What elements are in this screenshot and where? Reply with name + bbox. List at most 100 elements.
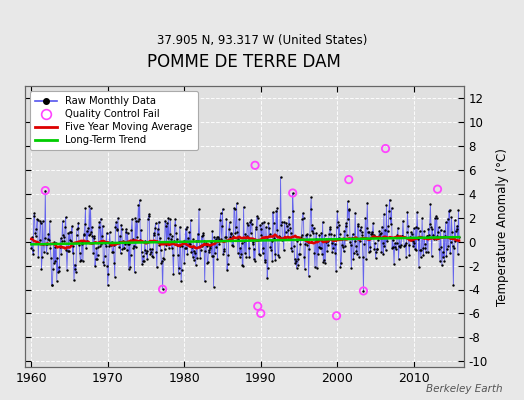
Point <box>240 238 248 244</box>
Point <box>116 250 125 256</box>
Point <box>425 220 434 227</box>
Point <box>58 238 66 244</box>
Point <box>163 235 172 241</box>
Point <box>423 233 431 240</box>
Point <box>77 256 85 263</box>
Point <box>324 242 333 248</box>
Point <box>147 248 155 255</box>
Point <box>356 227 365 233</box>
Point <box>81 205 90 212</box>
Point <box>113 226 121 232</box>
Point <box>41 187 49 194</box>
Point <box>97 240 106 247</box>
Point <box>132 218 140 224</box>
Point <box>30 210 39 216</box>
Point <box>130 269 139 276</box>
Point <box>86 230 94 237</box>
Point <box>345 176 353 183</box>
Point <box>123 247 131 254</box>
Point <box>348 235 356 241</box>
Point <box>134 218 142 224</box>
Point <box>32 226 40 232</box>
Point <box>315 232 324 238</box>
Point <box>210 284 218 290</box>
Point <box>372 249 380 256</box>
Point <box>162 242 171 248</box>
Point <box>345 207 354 213</box>
Point <box>64 247 73 254</box>
Point <box>196 247 205 254</box>
Point <box>363 224 371 231</box>
Point <box>372 255 380 261</box>
Point <box>185 229 193 235</box>
Point <box>285 221 293 227</box>
Point <box>254 303 262 310</box>
Point <box>402 229 411 236</box>
Point <box>75 242 83 248</box>
Point <box>301 241 310 247</box>
Point <box>134 202 143 209</box>
Point <box>286 225 294 231</box>
Point <box>180 260 189 266</box>
Point <box>90 233 98 240</box>
Point <box>49 266 57 273</box>
Point <box>427 224 435 230</box>
Point <box>57 250 66 257</box>
Point <box>417 247 425 254</box>
Point <box>69 243 78 250</box>
Point <box>298 216 307 222</box>
Point <box>296 241 304 248</box>
Point <box>35 236 43 243</box>
Point <box>336 264 345 270</box>
Point <box>252 226 260 232</box>
Point <box>168 233 177 239</box>
Point <box>232 224 240 230</box>
Point <box>94 244 102 250</box>
Point <box>285 214 293 220</box>
Point <box>343 232 351 238</box>
Point <box>49 239 58 246</box>
Point <box>48 282 56 288</box>
Point <box>449 282 457 288</box>
Point <box>397 242 405 248</box>
Point <box>446 250 454 256</box>
Point <box>420 240 429 247</box>
Point <box>88 224 96 230</box>
Point <box>219 206 227 212</box>
Point <box>299 215 308 221</box>
Point <box>322 239 331 245</box>
Point <box>244 221 252 228</box>
Point <box>256 222 264 229</box>
Point <box>228 233 237 240</box>
Point <box>279 235 287 241</box>
Point <box>234 236 243 242</box>
Point <box>249 256 258 262</box>
Point <box>183 224 191 230</box>
Point <box>451 238 460 244</box>
Point <box>213 234 221 240</box>
Point <box>257 232 266 238</box>
Point <box>141 247 149 254</box>
Point <box>164 215 172 221</box>
Point <box>265 224 274 231</box>
Point <box>135 216 143 222</box>
Point <box>123 230 132 236</box>
Point <box>96 215 105 222</box>
Point <box>350 250 358 256</box>
Point <box>380 211 388 217</box>
Point <box>227 231 236 237</box>
Point <box>43 236 52 242</box>
Point <box>381 145 390 152</box>
Point <box>373 246 381 252</box>
Point <box>351 209 359 216</box>
Point <box>103 262 111 269</box>
Point <box>290 243 298 250</box>
Point <box>386 196 394 203</box>
Point <box>188 244 196 251</box>
Point <box>59 232 68 239</box>
Point <box>90 235 99 242</box>
Point <box>154 231 162 237</box>
Point <box>255 252 264 259</box>
Point <box>230 205 238 212</box>
Point <box>66 236 74 243</box>
